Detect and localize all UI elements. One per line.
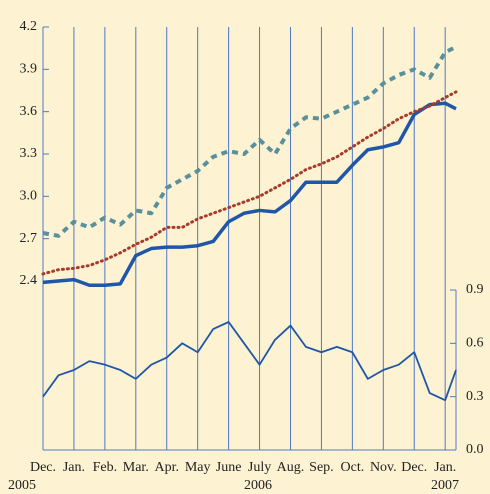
- x-tick-label: Mar.: [123, 460, 149, 475]
- y-tick-label: 4.2: [20, 19, 38, 34]
- y-tick-label: 2.4: [20, 273, 38, 288]
- line-series: [41, 90, 458, 276]
- x-tick-label: Jan.: [434, 460, 456, 475]
- line-series: [42, 321, 457, 402]
- year-label: 2005: [8, 478, 36, 493]
- year-label: 2007: [431, 478, 459, 493]
- x-tick-label: Jan.: [63, 460, 85, 475]
- y-tick-label: 3.9: [20, 62, 38, 77]
- line-series: [42, 101, 457, 287]
- x-tick-label: Dec.: [30, 460, 56, 475]
- y-tick-label: 3.3: [20, 146, 38, 161]
- y2-tick-label: 0.9: [466, 282, 484, 297]
- x-tick-label: Apr.: [154, 460, 179, 475]
- x-tick-label: May: [185, 460, 211, 475]
- x-tick-label: Sep.: [309, 460, 334, 475]
- y-tick-label: 3.6: [20, 104, 38, 119]
- y2-tick-label: 0.0: [466, 442, 484, 457]
- y2-tick-label: 0.6: [466, 336, 484, 351]
- x-tick-label: July: [248, 460, 271, 475]
- x-tick-label: Oct.: [341, 460, 365, 475]
- line-series: [42, 44, 457, 238]
- y-tick-label: 3.0: [20, 189, 38, 204]
- year-label: 2006: [244, 478, 272, 493]
- x-tick-label: Aug.: [277, 460, 305, 475]
- x-tick-label: Nov.: [370, 460, 397, 475]
- x-tick-label: Dec.: [401, 460, 427, 475]
- y-tick-label: 2.7: [20, 231, 38, 246]
- y2-tick-label: 0.3: [466, 389, 484, 404]
- x-tick-label: Feb.: [93, 460, 118, 475]
- x-tick-label: June: [216, 460, 242, 475]
